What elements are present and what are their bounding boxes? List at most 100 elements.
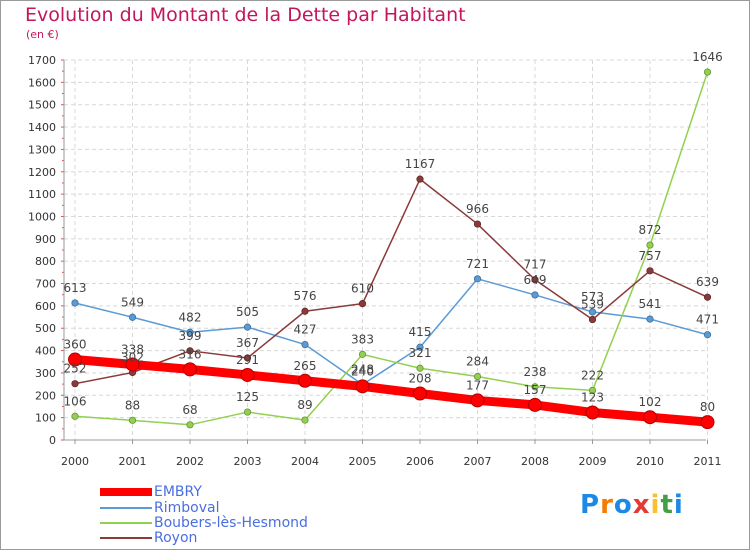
data-point	[186, 347, 194, 355]
data-point	[416, 175, 424, 183]
data-point	[128, 416, 137, 424]
legend-item-royon: Royon	[100, 530, 360, 546]
data-label: 415	[409, 325, 432, 339]
y-tick-label: 1000	[28, 210, 56, 223]
legend-label-embry: EMBRY	[154, 484, 202, 500]
data-point	[416, 364, 424, 372]
legend-swatch-boubers	[100, 522, 152, 524]
data-label: 80	[700, 400, 715, 414]
data-point	[473, 372, 482, 381]
data-point	[643, 410, 657, 425]
x-tick-label: 2002	[176, 455, 204, 468]
data-point	[473, 220, 482, 228]
data-point	[355, 379, 370, 394]
data-label: 291	[236, 353, 259, 367]
data-label: 505	[236, 305, 259, 319]
data-point	[71, 412, 79, 420]
data-label: 757	[639, 249, 662, 263]
data-point	[703, 293, 712, 301]
legend-label-royon: Royon	[154, 530, 198, 546]
data-label: 88	[125, 398, 140, 412]
logo-letter: o	[613, 490, 633, 520]
data-point	[531, 291, 539, 299]
data-label: 208	[409, 372, 432, 386]
data-point	[413, 386, 427, 401]
logo-letter: P	[580, 490, 601, 520]
data-label: 265	[294, 359, 317, 373]
data-label: 316	[179, 347, 202, 361]
logo-letter: t	[660, 490, 674, 520]
y-tick-label: 100	[35, 412, 56, 425]
data-label: 717	[524, 258, 547, 272]
data-label: 123	[581, 391, 604, 405]
chart-subtitle: (en €)	[26, 28, 59, 41]
data-point	[243, 323, 252, 331]
data-label: 338	[121, 342, 144, 356]
data-label: 252	[64, 362, 87, 376]
data-point	[128, 313, 137, 321]
legend-item-boubers: Boubers-lès-Hesmond	[100, 515, 360, 531]
data-point	[473, 275, 482, 283]
x-tick-label: 2004	[291, 455, 319, 468]
data-label: 539	[581, 298, 604, 312]
y-tick-label: 1600	[28, 76, 56, 89]
legend-item-embry: EMBRY	[100, 484, 360, 500]
data-label: 1646	[692, 50, 723, 64]
x-tick-label: 2008	[521, 455, 549, 468]
data-point	[470, 393, 485, 408]
logo-letter: i	[650, 490, 661, 520]
data-point	[301, 307, 309, 315]
data-label: 321	[409, 346, 432, 360]
x-tick-label: 2001	[119, 455, 147, 468]
data-point	[646, 315, 654, 323]
series-line-boubers-l-s-hesmond	[74, 71, 709, 426]
y-tick-label: 600	[35, 300, 56, 313]
data-label: 1167	[405, 157, 436, 171]
data-point	[240, 367, 255, 382]
data-point	[416, 343, 424, 351]
data-point	[700, 415, 715, 430]
series-line-rimboval	[74, 278, 709, 386]
data-label: 248	[351, 363, 374, 377]
data-label: 383	[351, 332, 374, 346]
y-tick-label: 500	[35, 322, 56, 335]
data-point	[358, 300, 367, 308]
data-label: 177	[466, 378, 489, 392]
legend-label-rimboval: Rimboval	[154, 500, 220, 516]
legend-item-rimboval: Rimboval	[100, 500, 360, 516]
data-point	[703, 68, 712, 76]
data-label: 482	[179, 310, 202, 324]
data-label: 549	[121, 295, 144, 309]
data-point	[71, 380, 79, 388]
logo-letter: r	[600, 490, 614, 520]
y-tick-label: 1200	[28, 166, 56, 179]
data-label: 68	[182, 403, 197, 417]
x-tick-label: 2010	[636, 455, 664, 468]
data-point	[183, 362, 197, 377]
data-label: 284	[466, 355, 489, 369]
y-tick-label: 1300	[28, 143, 56, 156]
x-tick-label: 2011	[694, 455, 722, 468]
data-label: 721	[466, 257, 489, 271]
data-point	[68, 352, 82, 367]
data-label: 639	[696, 275, 719, 289]
data-point	[298, 373, 312, 388]
data-label: 576	[294, 289, 317, 303]
logo-letter: i	[673, 490, 684, 520]
data-label: 573	[581, 290, 604, 304]
logo-letter: x	[632, 490, 651, 520]
x-tick-label: 2005	[349, 455, 377, 468]
data-label: 610	[351, 282, 374, 296]
y-tick-label: 800	[35, 255, 56, 268]
data-point	[186, 328, 194, 336]
data-label: 106	[64, 394, 87, 408]
data-point	[243, 354, 252, 362]
data-label: 102	[639, 395, 662, 409]
data-label: 966	[466, 202, 489, 216]
data-point	[71, 299, 79, 307]
x-tick-label: 2009	[579, 455, 607, 468]
data-point	[243, 408, 252, 416]
data-label: 240	[351, 364, 374, 378]
data-label: 125	[236, 390, 259, 404]
data-label: 367	[236, 336, 259, 350]
